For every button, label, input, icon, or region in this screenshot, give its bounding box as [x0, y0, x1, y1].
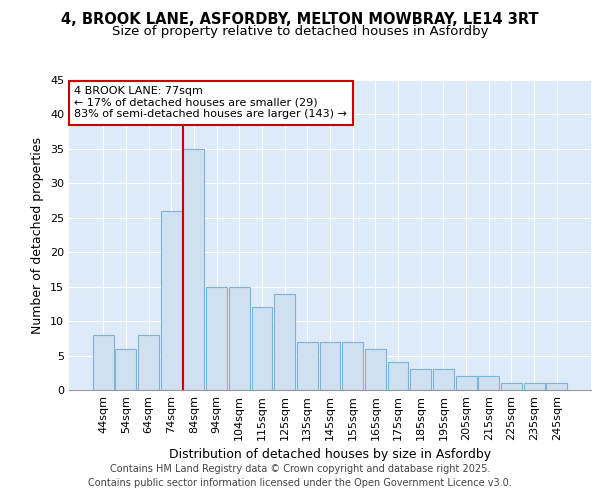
Bar — [320, 342, 340, 390]
Bar — [342, 342, 363, 390]
Bar — [138, 335, 159, 390]
Bar — [229, 286, 250, 390]
Bar — [297, 342, 318, 390]
Bar — [547, 383, 567, 390]
Bar — [524, 383, 545, 390]
Bar — [93, 335, 113, 390]
Text: Contains HM Land Registry data © Crown copyright and database right 2025.
Contai: Contains HM Land Registry data © Crown c… — [88, 464, 512, 487]
Y-axis label: Number of detached properties: Number of detached properties — [31, 136, 44, 334]
Bar — [501, 383, 522, 390]
Bar — [478, 376, 499, 390]
X-axis label: Distribution of detached houses by size in Asfordby: Distribution of detached houses by size … — [169, 448, 491, 461]
Text: 4, BROOK LANE, ASFORDBY, MELTON MOWBRAY, LE14 3RT: 4, BROOK LANE, ASFORDBY, MELTON MOWBRAY,… — [61, 12, 539, 28]
Bar — [115, 348, 136, 390]
Bar — [274, 294, 295, 390]
Bar — [410, 370, 431, 390]
Bar — [388, 362, 409, 390]
Bar — [251, 308, 272, 390]
Bar — [365, 348, 386, 390]
Bar — [455, 376, 476, 390]
Bar — [433, 370, 454, 390]
Bar — [161, 211, 182, 390]
Bar — [206, 286, 227, 390]
Text: Size of property relative to detached houses in Asfordby: Size of property relative to detached ho… — [112, 25, 488, 38]
Bar — [184, 149, 205, 390]
Text: 4 BROOK LANE: 77sqm
← 17% of detached houses are smaller (29)
83% of semi-detach: 4 BROOK LANE: 77sqm ← 17% of detached ho… — [74, 86, 347, 120]
